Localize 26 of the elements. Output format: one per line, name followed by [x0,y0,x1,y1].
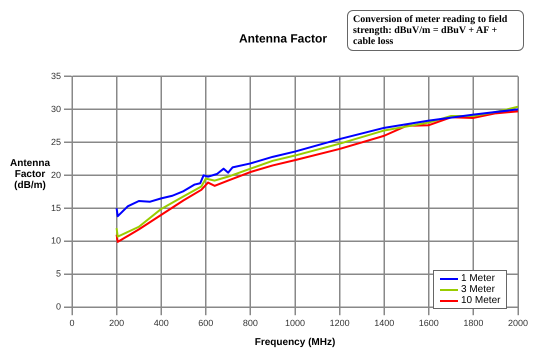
chart-title: Antenna Factor [238,32,328,46]
text: Conversion of meter reading to field strength: dBuV/m = dBuV + AF + cable loss [347,10,524,51]
x-tick-label: 1200 [330,318,350,328]
y-tick-label: 35 [50,70,62,81]
x-tick-label: 1400 [374,318,394,328]
x-tick-label: 1800 [463,318,484,328]
y-tick-label: 0 [56,302,62,312]
legend-label: 1 Meter [461,273,495,284]
x-tick-label: 200 [109,318,124,328]
y-tick-label: 20 [50,170,62,180]
y-tick-label: 10 [50,236,62,246]
y-tick-label: 30 [50,104,62,114]
legend-label: 3 Meter [461,284,495,295]
y-tick-label: 5 [56,268,62,279]
x-tick-label: 1600 [418,318,439,328]
legend-label: 10 Meter [461,295,500,306]
x-tick-label: 2000 [508,318,528,328]
y-axis-title: Antenna Factor (dB/m) [9,158,52,191]
x-tick-label: 400 [154,318,169,328]
x-tick-label: 1000 [284,318,306,328]
x-axis-title: Frequency (MHz) [254,336,336,348]
y-tick-label: 15 [50,202,62,213]
x-tick-label: 600 [198,318,214,328]
x-tick-label: 0 [70,318,75,328]
y-tick-label: 25 [50,136,62,147]
x-tick-label: 800 [242,318,258,328]
